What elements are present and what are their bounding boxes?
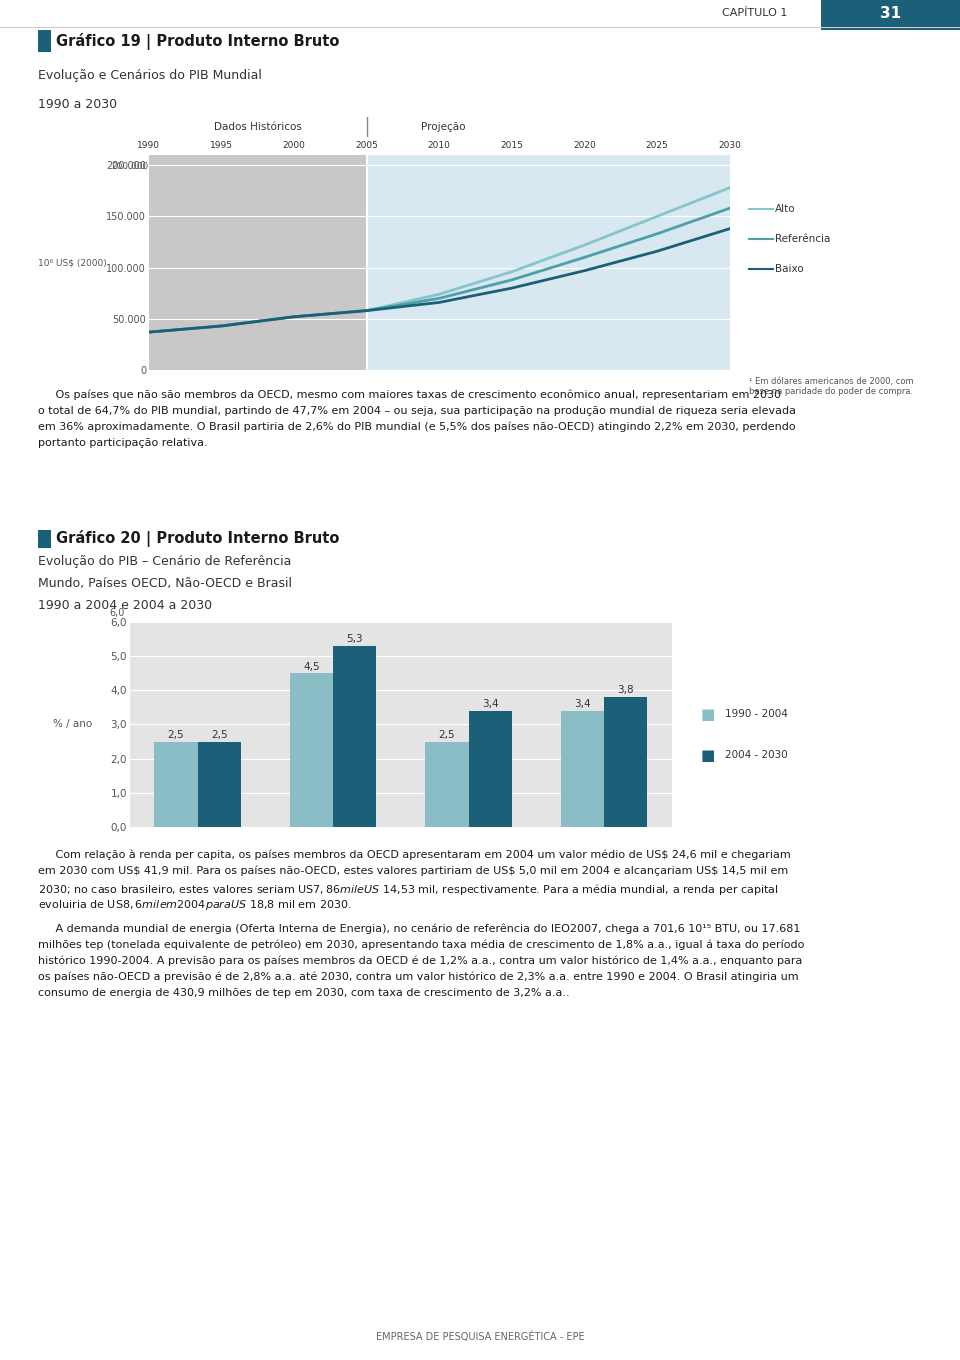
- Text: evoluiria de US$ 8,6 mil em 2004 para US$ 18,8 mil em 2030.: evoluiria de US$ 8,6 mil em 2004 para US…: [38, 898, 352, 913]
- Bar: [149, 155, 367, 370]
- Text: o total de 64,7% do PIB mundial, partindo de 47,7% em 2004 – ou seja, sua partic: o total de 64,7% do PIB mundial, partind…: [38, 407, 797, 416]
- Text: 2020: 2020: [573, 141, 596, 151]
- Text: 2025: 2025: [646, 141, 668, 151]
- Text: Dados Históricos: Dados Históricos: [214, 122, 301, 132]
- Text: 31: 31: [880, 5, 901, 20]
- Text: 2004 - 2030: 2004 - 2030: [725, 751, 787, 760]
- Text: Referência: Referência: [775, 234, 830, 243]
- Text: Não-OECD: Não-OECD: [305, 609, 360, 619]
- Text: Alto: Alto: [775, 204, 795, 214]
- Text: em 2030 com US$ 41,9 mil. Para os países não-OECD, estes valores partiriam de US: em 2030 com US$ 41,9 mil. Para os países…: [38, 866, 789, 876]
- Text: em 36% aproximadamente. O Brasil partiria de 2,6% do PIB mundial (e 5,5% dos paí: em 36% aproximadamente. O Brasil partiri…: [38, 422, 796, 432]
- Bar: [38, 530, 51, 548]
- Text: 5,3: 5,3: [347, 634, 363, 645]
- Text: 2005: 2005: [355, 141, 378, 151]
- Text: Os países que não são membros da OECD, mesmo com maiores taxas de crescimento ec: Os países que não são membros da OECD, m…: [38, 390, 781, 400]
- Text: histórico 1990-2004. A previsão para os países membros da OECD é de 1,2% a.a., c: histórico 1990-2004. A previsão para os …: [38, 956, 803, 967]
- Text: 10⁶ US$ (2000): 10⁶ US$ (2000): [38, 258, 108, 267]
- Text: 3,4: 3,4: [482, 699, 498, 709]
- Bar: [821, 0, 960, 30]
- Text: 2015: 2015: [500, 141, 523, 151]
- Bar: [333, 646, 376, 827]
- Text: 1990 a 2004 e 2004 a 2030: 1990 a 2004 e 2004 a 2030: [38, 598, 212, 612]
- Text: 2030; no caso brasileiro, estes valores seriam US$ 7,86 mil e US$ 14,53 mil, res: 2030; no caso brasileiro, estes valores …: [38, 883, 779, 898]
- Text: 2,5: 2,5: [211, 730, 228, 740]
- Text: milhões tep (tonelada equivalente de petróleo) em 2030, apresentando taxa média : milhões tep (tonelada equivalente de pet…: [38, 940, 804, 951]
- Text: 2000: 2000: [282, 141, 305, 151]
- Text: 2,5: 2,5: [168, 730, 184, 740]
- Text: Brasil: Brasil: [454, 609, 483, 619]
- Text: 1990 - 2004: 1990 - 2004: [725, 710, 787, 719]
- Text: Projeção: Projeção: [421, 122, 466, 132]
- Text: 4,5: 4,5: [303, 661, 320, 672]
- Text: % / ano: % / ano: [53, 719, 92, 729]
- Bar: [198, 741, 241, 827]
- Text: Gráfico 19 | Produto Interno Bruto: Gráfico 19 | Produto Interno Bruto: [56, 34, 340, 50]
- Text: 200.000: 200.000: [111, 162, 149, 171]
- Text: Com relação à renda per capita, os países membros da OECD apresentaram em 2004 u: Com relação à renda per capita, os paíse…: [38, 850, 791, 861]
- Text: os países não-OECD a previsão é de 2,8% a.a. até 2030, contra um valor histórico: os países não-OECD a previsão é de 2,8% …: [38, 972, 799, 982]
- Text: CAPÍTULO 1: CAPÍTULO 1: [722, 8, 787, 19]
- Text: Evolução do PIB – Cenário de Referência: Evolução do PIB – Cenário de Referência: [38, 555, 292, 568]
- Text: ¹ Em dólares americanos de 2000, com
base na paridade do poder de compra.: ¹ Em dólares americanos de 2000, com bas…: [749, 377, 913, 396]
- Bar: [290, 673, 333, 827]
- Text: 2,5: 2,5: [439, 730, 455, 740]
- Bar: [604, 698, 647, 827]
- Text: 3,4: 3,4: [574, 699, 590, 709]
- Bar: [425, 741, 468, 827]
- Bar: [155, 741, 198, 827]
- Text: Mundo: Mundo: [587, 609, 622, 619]
- Text: 3,8: 3,8: [617, 685, 634, 695]
- Text: 1995: 1995: [210, 141, 233, 151]
- Bar: [561, 711, 604, 827]
- Text: Gráfico 20 | Produto Interno Bruto: Gráfico 20 | Produto Interno Bruto: [56, 530, 340, 547]
- Text: OECD: OECD: [182, 609, 212, 619]
- Text: 2030: 2030: [718, 141, 741, 151]
- Text: 1990: 1990: [137, 141, 160, 151]
- Text: 2010: 2010: [428, 141, 450, 151]
- Text: A demanda mundial de energia (Oferta Interna de Energia), no cenário de referênc: A demanda mundial de energia (Oferta Int…: [38, 923, 801, 934]
- Text: EMPRESA DE PESQUISA ENERGÉTICA - EPE: EMPRESA DE PESQUISA ENERGÉTICA - EPE: [375, 1331, 585, 1342]
- Text: consumo de energia de 430,9 milhões de tep em 2030, com taxa de crescimento de 3: consumo de energia de 430,9 milhões de t…: [38, 987, 570, 998]
- Text: ■: ■: [701, 707, 715, 722]
- Text: 6,0: 6,0: [109, 608, 125, 617]
- Text: portanto participação relativa.: portanto participação relativa.: [38, 438, 208, 447]
- Text: Mundo, Países OECD, Não-OECD e Brasil: Mundo, Países OECD, Não-OECD e Brasil: [38, 577, 293, 590]
- Text: Evolução e Cenários do PIB Mundial: Evolução e Cenários do PIB Mundial: [38, 68, 262, 82]
- Bar: [468, 711, 512, 827]
- Text: 1990 a 2030: 1990 a 2030: [38, 98, 117, 112]
- Text: Baixo: Baixo: [775, 264, 804, 273]
- Bar: [38, 30, 51, 52]
- Text: ■: ■: [701, 748, 715, 763]
